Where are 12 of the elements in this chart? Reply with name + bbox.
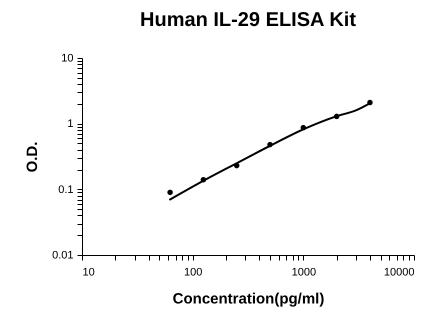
x-tick-label: 1000	[292, 266, 316, 278]
x-tick-label: 10	[82, 266, 95, 278]
x-axis-title: Concentration(pg/ml)	[172, 290, 324, 308]
y-tick-label: 1	[67, 118, 74, 130]
x-tick-label: 10000	[384, 266, 414, 278]
x-tick-label: 100	[184, 266, 202, 278]
chart-title: Human IL-29 ELISA Kit	[140, 9, 356, 31]
y-tick-label: 10	[61, 52, 74, 64]
point	[167, 190, 173, 196]
y-tick-label: 0.01	[52, 250, 74, 262]
y-tick-label: 0.1	[58, 184, 74, 196]
y-axis-title: O.D.	[24, 142, 42, 172]
